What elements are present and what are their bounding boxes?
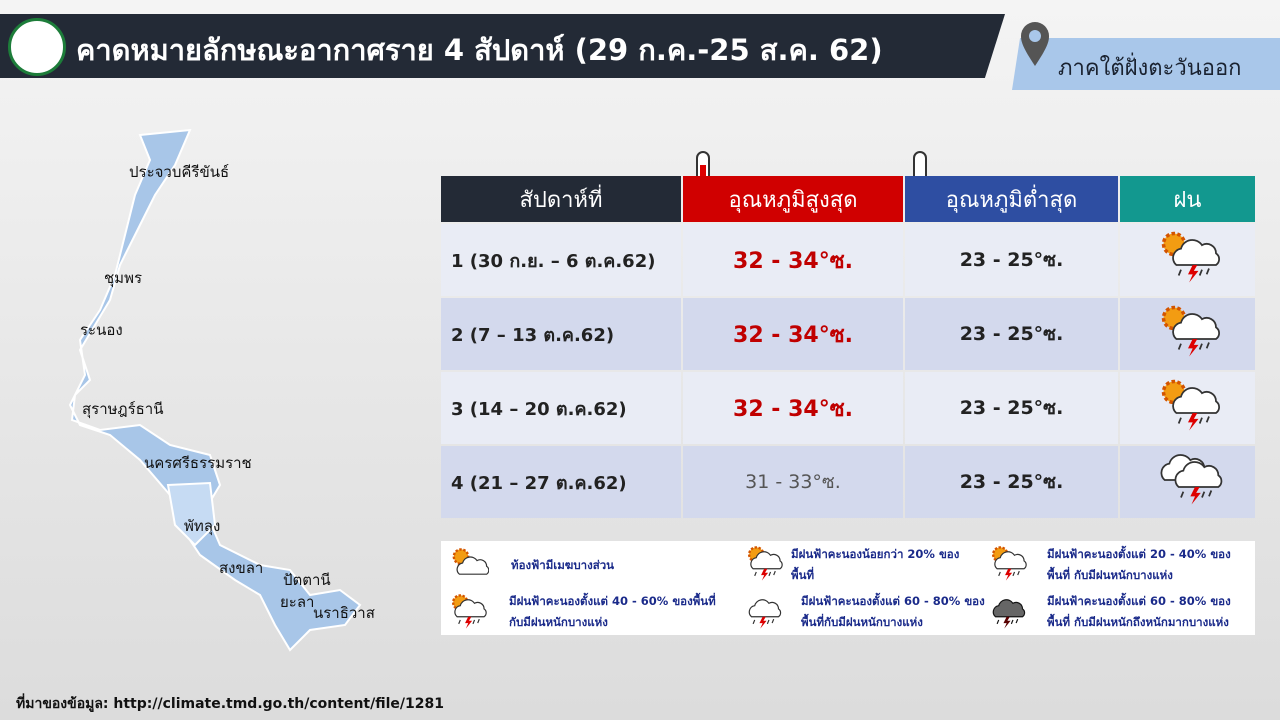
forecast-table: สัปดาห์ที่ อุณหภูมิสูงสุด อุณหภูมิต่ำสุด… <box>439 174 1257 520</box>
province: พัทลุง <box>184 517 221 535</box>
max-temp: 32 - 34°ซ. <box>683 298 903 370</box>
province: สุราษฎร์ธานี <box>82 400 164 418</box>
legend-text: มีฝนฟ้าคะนองตั้งแต่ 20 - 40% ของพื้นที่ … <box>1047 547 1231 582</box>
legend-text: ท้องฟ้ามีเมฆบางส่วน <box>511 558 615 572</box>
min-temp: 23 - 25°ซ. <box>905 372 1118 444</box>
legend-icon <box>991 546 1029 583</box>
header-bar <box>0 14 1005 78</box>
min-temp: 23 - 25°ซ. <box>905 224 1118 296</box>
pin-icon <box>1021 22 1049 66</box>
week: 1 (30 ก.ย. – 6 ต.ค.62) <box>441 224 681 296</box>
region-tab <box>1012 38 1280 90</box>
legend-icon <box>451 594 489 631</box>
header-cell: อุณหภูมิต่ำสุด <box>905 176 1118 222</box>
legend-icon <box>747 546 785 583</box>
max-temp: 31 - 33°ซ. <box>683 446 903 518</box>
province: นราธิวาส <box>313 604 375 622</box>
region-shape <box>68 128 362 652</box>
rain-icon <box>1120 446 1255 518</box>
region: ภาคใต้ฝั่งตะวันออก <box>1058 56 1242 81</box>
week: 2 (7 – 13 ต.ค.62) <box>441 298 681 370</box>
province: สงขลา <box>219 559 264 577</box>
source: ที่มาของข้อมูล: http://climate.tmd.go.th… <box>16 696 444 712</box>
row: 1 (30 ก.ย. – 6 ต.ค.62) 32 - 34°ซ. 23 - 25°… <box>441 224 1255 296</box>
row: 4 (21 – 27 ต.ค.62) 31 - 33°ซ. 23 - 25°ซ. <box>441 446 1255 518</box>
legend-icon <box>452 548 489 575</box>
rain-icon <box>1120 224 1255 296</box>
province: ระนอง <box>80 321 123 339</box>
legend-text: มีฝนฟ้าคะนองตั้งแต่ 40 - 60% ของพื้นที่ … <box>509 594 720 629</box>
map <box>68 128 362 652</box>
week: 4 (21 – 27 ต.ค.62) <box>441 446 681 518</box>
header-row: สัปดาห์ที่ อุณหภูมิสูงสุด อุณหภูมิต่ำสุด… <box>441 176 1255 222</box>
legend-text: มีฝนฟ้าคะนองน้อยกว่า 20% ของพื้นที่ <box>791 547 960 582</box>
row: 3 (14 – 20 ต.ค.62) 32 - 34°ซ. 23 - 25°ซ. <box>441 372 1255 444</box>
header-cell: อุณหภูมิสูงสุด <box>683 176 903 222</box>
legend-text: มีฝนฟ้าคะนองตั้งแต่ 60 - 80% ของ พื้นที่… <box>1047 594 1235 629</box>
max-temp: 32 - 34°ซ. <box>683 224 903 296</box>
legend-icon <box>745 593 785 631</box>
legend-text: มีฝนฟ้าคะนองตั้งแต่ 60 - 80% ของพื้นที่ก… <box>801 594 985 629</box>
logo <box>8 18 66 76</box>
legend: ท้องฟ้ามีเมฆบางส่วน มีฝนฟ้าคะนองน้อยกว่า… <box>441 541 1255 635</box>
week: 3 (14 – 20 ต.ค.62) <box>441 372 681 444</box>
province: ชุมพร <box>104 269 143 287</box>
min-temp: 23 - 25°ซ. <box>905 298 1118 370</box>
max-temp: 32 - 34°ซ. <box>683 372 903 444</box>
header-cell: ฝน <box>1120 176 1255 222</box>
province: นครศรีธรรมราช <box>144 454 252 472</box>
rain-icon <box>1120 298 1255 370</box>
legend-icon <box>989 593 1029 631</box>
header-cell: สัปดาห์ที่ <box>441 176 681 222</box>
rain-icon <box>1120 372 1255 444</box>
province: ยะลา <box>280 593 315 611</box>
row: 2 (7 – 13 ต.ค.62) 32 - 34°ซ. 23 - 25°ซ. <box>441 298 1255 370</box>
province: ประจวบคีรีขันธ์ <box>129 163 230 181</box>
min-temp: 23 - 25°ซ. <box>905 446 1118 518</box>
title: คาดหมายลักษณะอากาศราย 4 สัปดาห์ (29 ก.ค.… <box>76 33 883 67</box>
phatthalung-shape <box>166 481 217 547</box>
province: ปัตตานี <box>283 571 331 589</box>
